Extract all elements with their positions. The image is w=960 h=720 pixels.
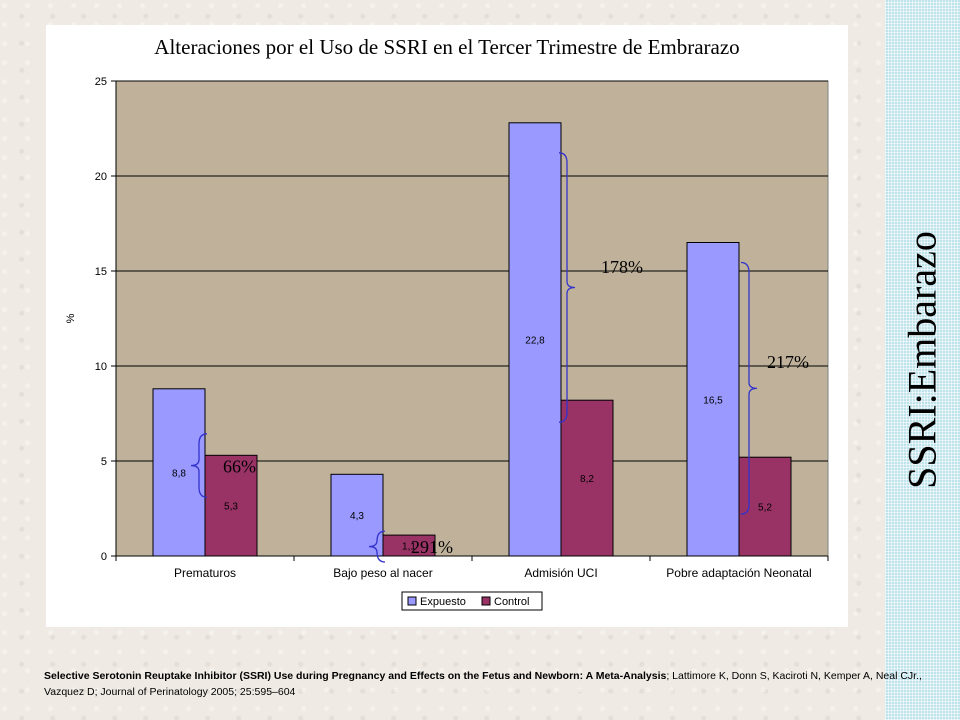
side-strip	[885, 0, 960, 720]
side-title: SSRI:Embarazo	[899, 231, 945, 489]
data-label: 16,5	[703, 395, 723, 406]
bar-control	[204, 454, 258, 557]
y-tick-label: 5	[101, 456, 107, 468]
data-label: 5,2	[758, 503, 772, 514]
annotation: 291%	[411, 537, 453, 557]
legend-swatch	[407, 596, 417, 606]
bar-expuesto	[508, 122, 562, 557]
y-axis-label: %	[65, 313, 77, 323]
bar-control	[738, 456, 792, 557]
x-tick-label: Bajo peso al nacer	[333, 566, 432, 580]
data-label: 5,3	[224, 502, 238, 513]
legend-box	[401, 591, 543, 611]
citation-authors: ; Lattimore K, Donn S, Kaciroti N, Kempe…	[44, 670, 922, 698]
y-tick-label: 0	[101, 551, 107, 563]
data-label: 22,8	[525, 335, 545, 346]
brace	[190, 433, 208, 498]
chart-title: Alteraciones por el Uso de SSRI en el Te…	[154, 35, 740, 59]
brace	[740, 261, 758, 515]
bar-control	[382, 534, 436, 557]
annotation: 217%	[767, 352, 809, 372]
x-tick-label: Prematuros	[174, 566, 236, 580]
citation-title: Selective Serotonin Reuptake Inhibitor (…	[44, 670, 667, 682]
bar-expuesto	[686, 242, 740, 557]
bar-expuesto	[152, 388, 206, 557]
y-tick-label: 10	[95, 361, 107, 373]
x-tick-label: Pobre adaptación Neonatal	[666, 566, 811, 580]
data-label: 4,3	[350, 511, 364, 522]
brace	[558, 152, 576, 423]
chart-panel: 0 5 10 15 20 25% Prematuros Bajo peso al nacer A…	[46, 25, 848, 627]
brace	[368, 530, 386, 563]
x-tick-label: Admisión UCI	[524, 566, 597, 580]
legend-label: Control	[494, 596, 529, 608]
y-tick-label: 15	[95, 266, 107, 278]
legend-label: Expuesto	[420, 596, 466, 608]
data-label: 8,8	[172, 468, 186, 479]
bar-control	[560, 399, 614, 557]
citation: Selective Serotonin Reuptake Inhibitor (…	[44, 668, 944, 700]
data-label: 8,2	[580, 474, 594, 485]
data-label: 1,1	[402, 542, 416, 553]
annotation: 66%	[223, 456, 256, 476]
bar-expuesto	[330, 473, 384, 557]
y-tick-label: 25	[95, 76, 107, 88]
legend-swatch	[481, 596, 491, 606]
bar-chart: 0 5 10 15 20 25% Prematuros Bajo peso al nacer A…	[65, 76, 829, 611]
y-tick-label: 20	[95, 171, 107, 183]
annotation: 178%	[601, 257, 643, 277]
